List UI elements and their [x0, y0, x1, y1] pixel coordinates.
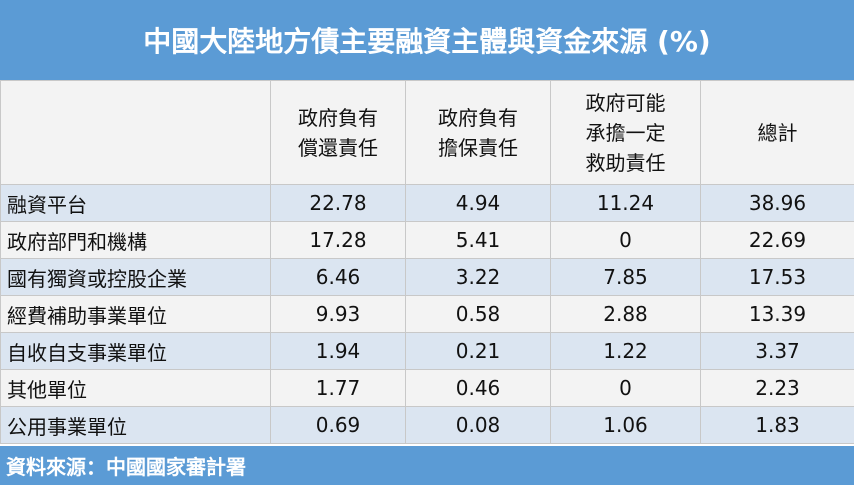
corner-cell: [0, 80, 271, 185]
table-body: 融資平台 22.78 4.94 11.24 38.96 政府部門和機構 17.28 5.41 0…: [0, 184, 854, 444]
header-row: 政府負有 償還責任 政府負有 擔保責任 政府可能 承擔一定 救助責任 總計: [0, 80, 854, 185]
header-line: 救助責任: [585, 150, 666, 175]
value-cell: 1.94: [270, 332, 406, 370]
value-cell: 17.28: [270, 221, 406, 259]
column-header: 政府負有 擔保責任: [405, 80, 551, 185]
value-cell: 0.58: [405, 295, 551, 333]
source: 資料來源：中國國家審計署: [0, 446, 854, 485]
value-cell: 1.83: [700, 406, 854, 444]
value-cell: 1.22: [550, 332, 701, 370]
value-cell: 0.69: [270, 406, 406, 444]
row-label: 其他單位: [0, 369, 271, 407]
table-row: 公用事業單位 0.69 0.08 1.06 1.83: [0, 406, 854, 444]
value-cell: 17.53: [700, 258, 854, 296]
row-label: 公用事業單位: [0, 406, 271, 444]
value-cell: 1.06: [550, 406, 701, 444]
column-header: 政府可能承擔一定救助責任: [550, 80, 701, 185]
header-line: 償還責任: [298, 135, 378, 160]
table: 政府負有 償還責任 政府負有 擔保責任 政府可能 承擔一定 救助責任 總計 融資平台 22.78…: [0, 80, 854, 444]
value-cell: 11.24: [550, 184, 701, 222]
value-cell: 6.46: [270, 258, 406, 296]
value-cell: 9.93: [270, 295, 406, 333]
header-line: 政府可能: [585, 90, 666, 115]
value-cell: 38.96: [700, 184, 854, 222]
value-cell: 3.22: [405, 258, 551, 296]
title: 中國大陸地方債主要融資主體與資金來源 (%): [0, 0, 854, 80]
value-cell: 0: [550, 221, 701, 259]
value-cell: 0: [550, 369, 701, 407]
value-cell: 2.23: [700, 369, 854, 407]
table-head: 政府負有 償還責任 政府負有 擔保責任 政府可能 承擔一定 救助責任 總計: [0, 80, 854, 185]
header-line: 擔保責任: [438, 135, 518, 160]
header-line: 政府負有: [438, 105, 518, 130]
value-cell: 22.69: [700, 221, 854, 259]
header-line: 政府負有: [298, 105, 378, 130]
value-cell: 5.41: [405, 221, 551, 259]
table-row: 自收自支事業單位 1.94 0.21 1.22 3.37: [0, 332, 854, 370]
table-row: 政府部門和機構 17.28 5.41 0 22.69: [0, 221, 854, 259]
table-row: 國有獨資或控股企業 6.46 3.22 7.85 17.53: [0, 258, 854, 296]
column-header: 政府負有 償還責任: [270, 80, 406, 185]
header-line: 總計: [757, 120, 798, 145]
value-cell: 0.21: [405, 332, 551, 370]
table-row: 融資平台 22.78 4.94 11.24 38.96: [0, 184, 854, 222]
header-line: 承擔一定: [585, 120, 666, 145]
table-row: 經費補助事業單位 9.93 0.58 2.88 13.39: [0, 295, 854, 333]
table-row: 其他單位 1.77 0.46 0 2.23: [0, 369, 854, 407]
value-cell: 4.94: [405, 184, 551, 222]
value-cell: 2.88: [550, 295, 701, 333]
row-label: 經費補助事業單位: [0, 295, 271, 333]
column-header: 總計: [700, 80, 854, 185]
row-label: 國有獨資或控股企業: [0, 258, 271, 296]
value-cell: 0.08: [405, 406, 551, 444]
value-cell: 7.85: [550, 258, 701, 296]
row-label: 自收自支事業單位: [0, 332, 271, 370]
value-cell: 0.46: [405, 369, 551, 407]
value-cell: 22.78: [270, 184, 406, 222]
row-label: 政府部門和機構: [0, 221, 271, 259]
value-cell: 13.39: [700, 295, 854, 333]
value-cell: 3.37: [700, 332, 854, 370]
row-label: 融資平台: [0, 184, 271, 222]
value-cell: 1.77: [270, 369, 406, 407]
